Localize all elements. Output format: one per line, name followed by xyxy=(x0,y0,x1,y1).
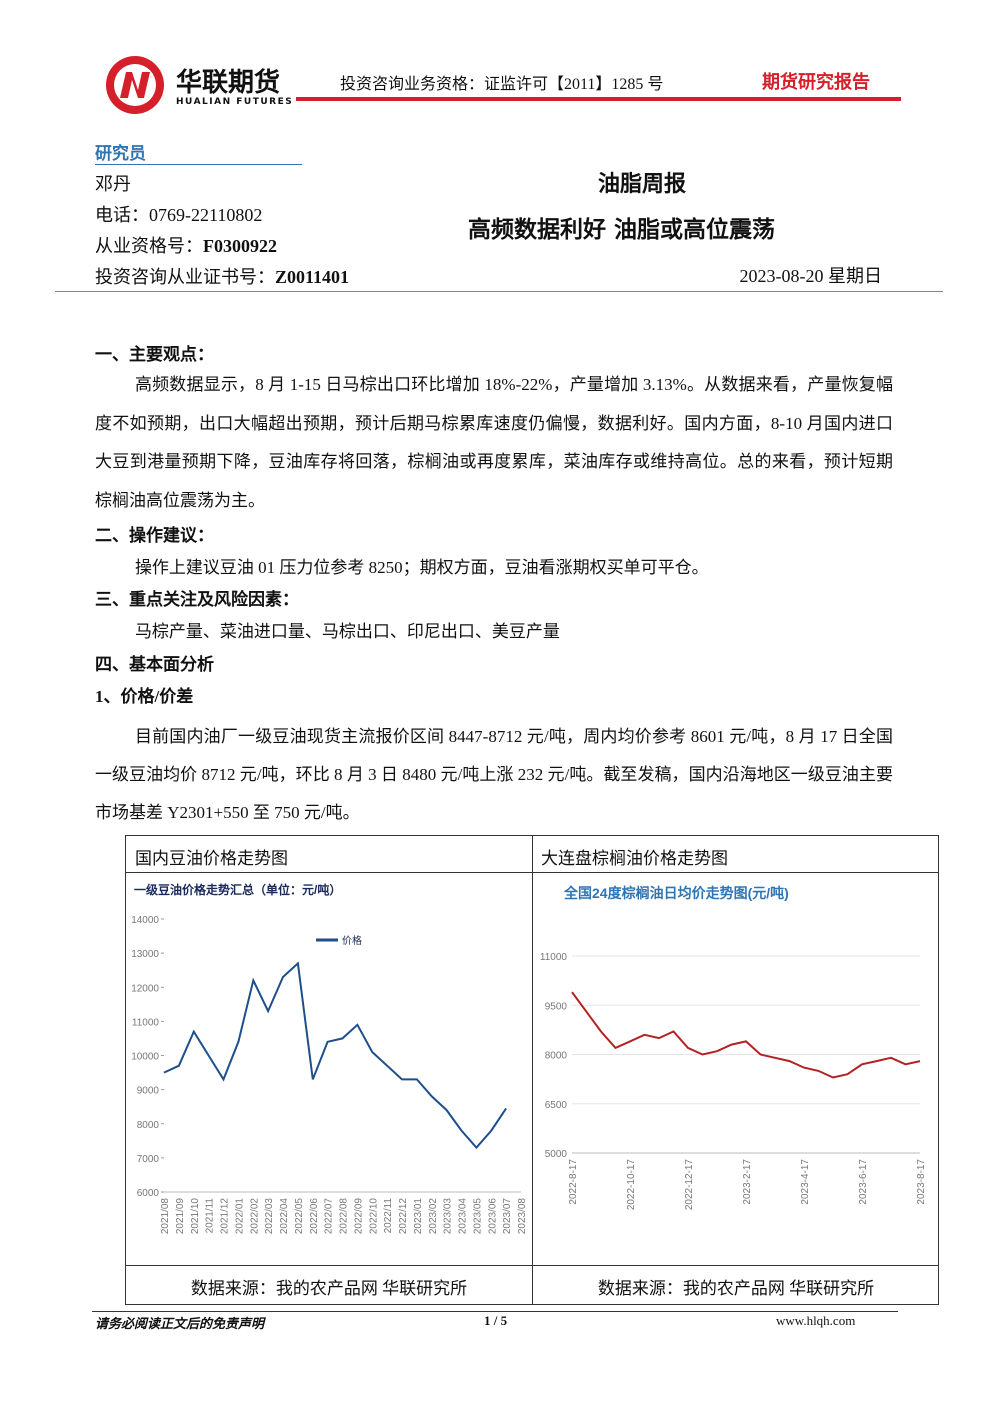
paragraph: 目前国内油厂一级豆油现货主流报价区间 8447-8712 元/吨，周内均价参考 … xyxy=(95,727,893,822)
report-subtitle: 高频数据利好 油脂或高位震荡 xyxy=(468,217,776,243)
certificate-no: 投资咨询从业证书号：Z0011401 xyxy=(95,263,349,289)
chart: 全国24度棕榈油日均价走势图(元/吨) 5000 6500 8000 9500 11000… xyxy=(540,885,927,1211)
x-tick-label: 2023/05 xyxy=(472,1198,483,1235)
rule xyxy=(95,164,302,165)
y-tick-label: 11000 xyxy=(132,1017,160,1028)
y-tick-label: 6500 xyxy=(545,1100,568,1111)
x-tick-label: 2022/11 xyxy=(383,1198,394,1234)
y-tick-label: 8000 xyxy=(545,1051,568,1062)
x-tick-label: 2022/06 xyxy=(309,1198,320,1235)
value: Z0011401 xyxy=(275,267,350,287)
figure-header: 大连盘棕榈油价格走势图 xyxy=(541,849,728,868)
report-title: 油脂周报 xyxy=(598,172,687,197)
label: 从业资格号： xyxy=(95,236,203,256)
chart-title: 全国24度棕榈油日均价走势图(元/吨) xyxy=(563,885,789,901)
y-tick-label: 10000 xyxy=(131,1052,159,1063)
x-tick-label: 2022/08 xyxy=(339,1198,350,1235)
x-tick-label: 2023/02 xyxy=(428,1198,439,1235)
header-rule xyxy=(296,97,901,101)
y-tick-label: 6000 xyxy=(137,1188,160,1199)
label: 投资咨询从业证书号： xyxy=(95,267,275,287)
y-tick-label: 5000 xyxy=(545,1149,568,1160)
x-tick-label: 2021/12 xyxy=(220,1198,231,1235)
phone: 电话：0769-22110802 xyxy=(95,205,263,225)
section-heading: 二、操作建议： xyxy=(95,526,214,545)
researcher-heading: 研究员 xyxy=(95,144,146,164)
x-tick-label: 2023-4-17 xyxy=(800,1159,811,1205)
report-type: 期货研究报告 xyxy=(762,72,870,93)
qualification-no: 从业资格号：F0300922 xyxy=(95,232,277,258)
researcher-name: 邓丹 xyxy=(95,174,131,194)
y-tick-label: 11000 xyxy=(540,952,568,963)
x-tick-label: 2022-12-17 xyxy=(684,1159,695,1211)
x-tick-label: 2022-10-17 xyxy=(626,1159,637,1211)
disclaimer: 请务必阅读正文后的免责声明 xyxy=(95,1316,265,1331)
chart-title: 一级豆油价格走势汇总（单位：元/吨） xyxy=(134,882,341,897)
x-tick-label: 2023/06 xyxy=(487,1198,498,1235)
x-tick-label: 2023/04 xyxy=(458,1198,469,1235)
y-tick-label: 12000 xyxy=(131,983,159,994)
x-tick-label: 2023-6-17 xyxy=(858,1159,869,1205)
qualification: 投资咨询业务资格：证监许可【2011】1285 号 xyxy=(340,76,664,93)
y-tick-label: 9000 xyxy=(137,1086,160,1097)
logo-cn: 华联期货 xyxy=(176,68,281,98)
y-tick-label: 14000 xyxy=(131,915,159,926)
x-tick-label: 2022/01 xyxy=(234,1198,245,1235)
x-tick-label: 2022/04 xyxy=(279,1198,290,1235)
x-tick-label: 2022/07 xyxy=(324,1198,335,1235)
section-heading: 四、基本面分析 xyxy=(95,655,214,674)
x-tick-label: 2023/03 xyxy=(443,1198,454,1235)
x-tick-label: 2022/05 xyxy=(294,1198,305,1235)
x-tick-label: 2022-8-17 xyxy=(568,1159,579,1205)
paragraph: 高频数据显示，8 月 1-15 日马棕出口环比增加 18%-22%，产量增加 3… xyxy=(95,375,893,510)
x-tick-label: 2022/02 xyxy=(249,1198,260,1235)
rule xyxy=(532,835,533,1305)
section-heading: 三、重点关注及风险因素： xyxy=(95,590,299,609)
x-tick-label: 2021/11 xyxy=(205,1198,216,1234)
x-tick-label: 2023-2-17 xyxy=(742,1159,753,1205)
x-tick-label: 2023/01 xyxy=(413,1198,424,1235)
figure-source: 数据来源：我的农产品网 华联研究所 xyxy=(597,1279,875,1298)
value: F0300922 xyxy=(203,236,277,256)
website: www.hlqh.com xyxy=(776,1313,856,1328)
report-date: 2023-08-20 星期日 xyxy=(739,266,883,286)
y-tick-label: 13000 xyxy=(131,949,159,960)
x-tick-label: 2022/10 xyxy=(368,1198,379,1235)
x-tick-label: 2023/08 xyxy=(517,1198,528,1235)
x-tick-label: 2022/09 xyxy=(353,1198,364,1235)
x-tick-label: 2023-8-17 xyxy=(916,1159,927,1205)
x-tick-label: 2022/12 xyxy=(398,1198,409,1235)
subheading: 1、价格/价差 xyxy=(95,687,194,706)
chart: 一级豆油价格走势汇总（单位：元/吨） 6000 7000 8000 9000 10000 1… xyxy=(131,882,528,1235)
y-tick-label: 9500 xyxy=(545,1001,568,1012)
y-tick-label: 7000 xyxy=(137,1154,160,1165)
page-number: 1 / 5 xyxy=(484,1313,508,1328)
rule xyxy=(55,291,943,292)
section-heading: 一、主要观点： xyxy=(95,345,214,364)
figure-source: 数据来源：我的农产品网 华联研究所 xyxy=(190,1279,468,1298)
x-tick-label: 2021/09 xyxy=(175,1198,186,1235)
logo xyxy=(106,56,164,114)
series-line xyxy=(163,961,507,1150)
rule xyxy=(92,1311,898,1312)
figure-header: 国内豆油价格走势图 xyxy=(135,849,288,868)
paragraph: 马棕产量、菜油进口量、马棕出口、印尼出口、美豆产量 xyxy=(134,622,560,641)
x-tick-label: 2021/08 xyxy=(160,1198,171,1235)
series-line xyxy=(571,991,921,1079)
x-tick-label: 2022/03 xyxy=(264,1198,275,1235)
logo-en: HUALIAN FUTURES xyxy=(176,97,294,107)
y-tick-label: 8000 xyxy=(137,1120,160,1131)
legend-label: 价格 xyxy=(342,934,362,947)
x-tick-label: 2021/10 xyxy=(190,1198,201,1235)
x-tick-label: 2023/07 xyxy=(502,1198,513,1235)
paragraph: 操作上建议豆油 01 压力位参考 8250；期权方面，豆油看涨期权买单可平仓。 xyxy=(134,558,709,577)
